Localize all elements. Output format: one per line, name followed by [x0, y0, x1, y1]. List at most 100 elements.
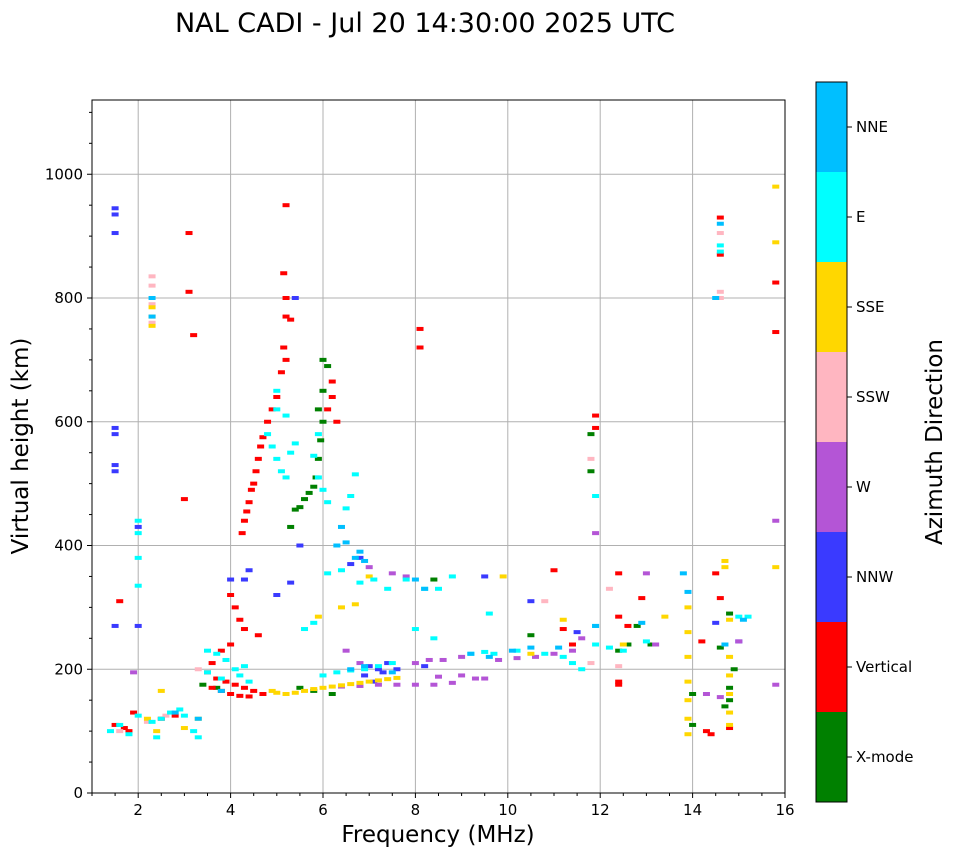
data-point-vertical: [240, 627, 248, 632]
data-point-nne: [716, 221, 724, 226]
data-point-sse: [772, 565, 780, 570]
colorbar-frame: [815, 81, 848, 803]
data-point-vertical: [282, 314, 290, 319]
data-point-w: [374, 682, 382, 687]
data-point-nnw: [111, 212, 119, 217]
data-point-sse: [726, 722, 734, 727]
data-point-e: [148, 719, 156, 724]
data-point-x-mode: [319, 357, 327, 362]
data-point-e: [559, 654, 567, 659]
data-point-e: [190, 729, 198, 734]
colorbar-tick-label: W: [856, 478, 871, 496]
data-point-e: [180, 713, 188, 718]
data-point-w: [365, 565, 373, 570]
data-point-e: [222, 657, 230, 662]
data-point-e: [411, 627, 419, 632]
data-point-sse: [499, 574, 507, 579]
data-point-w: [735, 639, 743, 644]
data-point-vertical: [264, 419, 272, 424]
data-point-e: [337, 568, 345, 573]
data-point-x-mode: [587, 469, 595, 474]
data-point-vertical: [185, 289, 193, 294]
data-point-sse: [365, 574, 373, 579]
data-point-vertical: [416, 345, 424, 350]
data-point-vertical: [716, 252, 724, 257]
data-point-nnw: [393, 667, 401, 672]
data-point-vertical: [250, 481, 258, 486]
data-point-vertical: [125, 729, 133, 734]
data-point-nne: [712, 296, 720, 300]
data-point-e: [388, 661, 396, 666]
data-point-w: [448, 680, 456, 685]
data-point-vertical: [615, 614, 623, 619]
data-point-sse: [684, 716, 692, 721]
x-tick-label: 12: [591, 801, 610, 819]
data-point-x-mode: [305, 490, 313, 495]
data-point-sse: [148, 323, 156, 328]
data-point-w: [458, 673, 466, 678]
data-point-vertical: [185, 231, 193, 236]
data-point-e: [287, 450, 295, 455]
data-point-sse: [772, 184, 780, 189]
data-point-sse: [268, 688, 276, 693]
data-point-e: [485, 611, 493, 616]
data-point-sse: [726, 673, 734, 678]
data-point-vertical: [716, 215, 724, 220]
data-point-x-mode: [287, 524, 295, 529]
data-point-vertical: [702, 729, 710, 734]
data-point-w: [716, 695, 724, 700]
data-point-nne: [217, 688, 225, 693]
data-point-nnw: [421, 664, 429, 669]
data-point-w: [425, 657, 433, 662]
data-point-w: [642, 571, 650, 576]
data-point-vertical: [208, 661, 216, 666]
data-point-e: [435, 586, 442, 591]
data-point-vertical: [240, 518, 248, 523]
data-point-nne: [638, 620, 646, 625]
data-point-e: [277, 469, 285, 474]
data-point-nne: [555, 645, 563, 650]
data-point-sse: [143, 716, 151, 721]
x-tick-label: 6: [318, 801, 328, 819]
data-point-x-mode: [730, 667, 738, 672]
data-point-e: [264, 432, 272, 437]
data-point-nnw: [481, 574, 489, 579]
data-point-x-mode: [213, 685, 221, 690]
data-point-nnw: [384, 661, 392, 666]
data-point-vertical: [245, 500, 253, 505]
data-point-vertical: [726, 726, 734, 731]
data-point-nne: [337, 524, 345, 529]
data-point-vertical: [568, 642, 576, 647]
data-point-e: [213, 651, 221, 656]
data-point-nne: [739, 617, 747, 622]
data-point-nnw: [245, 568, 253, 573]
colorbar-tick-label: SSE: [856, 298, 885, 316]
data-point-e: [106, 729, 114, 734]
data-point-e: [282, 475, 290, 480]
data-point-e: [245, 679, 253, 684]
colorbar-tick-label: NNW: [856, 568, 893, 586]
data-point-vertical: [287, 317, 295, 322]
data-point-e: [291, 441, 299, 446]
data-point-vertical: [638, 596, 646, 601]
data-point-vertical: [227, 692, 235, 696]
data-point-ssw: [148, 302, 156, 307]
data-point-sse: [153, 729, 161, 734]
data-point-vertical: [592, 425, 600, 430]
data-point-nnw: [347, 562, 355, 567]
colorbar-tick-label: NNE: [856, 118, 888, 136]
data-point-nne: [527, 645, 535, 650]
data-point-vertical: [116, 599, 124, 604]
data-point-e: [273, 456, 281, 461]
data-point-sse: [337, 683, 345, 688]
data-point-nnw: [111, 469, 119, 474]
data-point-w: [411, 682, 419, 687]
data-point-x-mode: [310, 484, 318, 489]
data-point-e: [592, 494, 600, 498]
data-point-vertical: [240, 685, 248, 690]
grid-lines: [92, 100, 785, 793]
colorbar-tick-label: SSW: [856, 388, 890, 406]
data-point-e: [568, 661, 576, 666]
data-point-w: [393, 682, 401, 687]
